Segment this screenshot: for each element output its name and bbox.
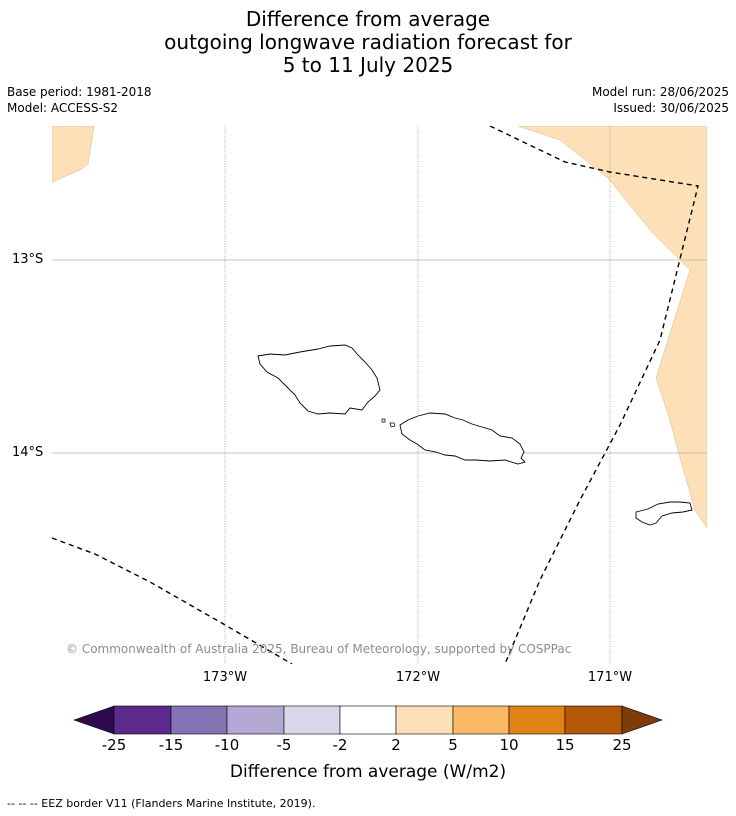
colorbar xyxy=(73,705,663,735)
colorbar-tick: 2 xyxy=(391,736,401,754)
colorbar-bin-4 xyxy=(283,705,341,735)
title-line-3: 5 to 11 July 2025 xyxy=(282,53,454,77)
colorbar-tick: -5 xyxy=(276,736,292,754)
base-period: Base period: 1981-2018 xyxy=(7,85,152,99)
island-apolima xyxy=(381,418,386,423)
colorbar-bin-9 xyxy=(564,705,623,735)
colorbar-tick: -10 xyxy=(214,736,240,754)
colorbar-max-extension xyxy=(621,705,663,735)
colorbar-bin-3 xyxy=(226,705,285,735)
island-savaii xyxy=(257,344,381,415)
colorbar-tick: 10 xyxy=(499,736,519,754)
lat-label-13s: 13°S xyxy=(12,252,44,267)
colorbar-tick: -2 xyxy=(332,736,348,754)
eez-border-southwest xyxy=(52,537,293,664)
anomaly-region-east xyxy=(517,126,707,529)
colorbar-min-extension xyxy=(73,705,115,735)
eez-border-east xyxy=(489,126,699,664)
colorbar-tick: 15 xyxy=(555,736,575,754)
copyright-notice: © Commonwealth of Australia 2025, Bureau… xyxy=(66,642,572,656)
colorbar-title: Difference from average (W/m2) xyxy=(229,762,507,782)
island-upolu xyxy=(399,412,526,465)
meta-left: Base period: 1981-2018 Model: ACCESS-S2 xyxy=(7,84,152,116)
colorbar-tick: 5 xyxy=(448,736,458,754)
colorbar-bin-2 xyxy=(170,705,228,735)
meta-right: Model run: 28/06/2025 Issued: 30/06/2025 xyxy=(592,84,729,116)
issued-date: Issued: 30/06/2025 xyxy=(613,101,729,115)
colorbar-tick: -15 xyxy=(158,736,184,754)
island-tutuila xyxy=(635,501,693,526)
eez-legend-note: -- -- -- EEZ border V11 (Flanders Marine… xyxy=(7,797,316,810)
colorbar-bin-1 xyxy=(113,705,172,735)
model-run: Model run: 28/06/2025 xyxy=(591,85,729,99)
colorbar-bin-8 xyxy=(508,705,566,735)
map-plot-area xyxy=(52,126,707,664)
lon-label-172w: 172°W xyxy=(395,670,441,685)
lon-label-171w: 171°W xyxy=(587,670,633,685)
colorbar-tick: -25 xyxy=(101,736,127,754)
island-manono xyxy=(389,422,396,428)
title-line-2: outgoing longwave radiation forecast for xyxy=(164,30,572,54)
model-name: Model: ACCESS-S2 xyxy=(7,101,119,115)
lon-label-173w: 173°W xyxy=(202,670,248,685)
lat-label-14s: 14°S xyxy=(12,445,44,460)
map-title: Difference from average outgoing longwav… xyxy=(0,8,736,77)
colorbar-bin-5 xyxy=(339,705,397,735)
colorbar-bin-7 xyxy=(452,705,510,735)
colorbar-tick: 25 xyxy=(612,736,632,754)
anomaly-region-northwest xyxy=(52,126,95,183)
colorbar-bin-6 xyxy=(395,705,454,735)
title-line-1: Difference from average xyxy=(245,7,491,31)
